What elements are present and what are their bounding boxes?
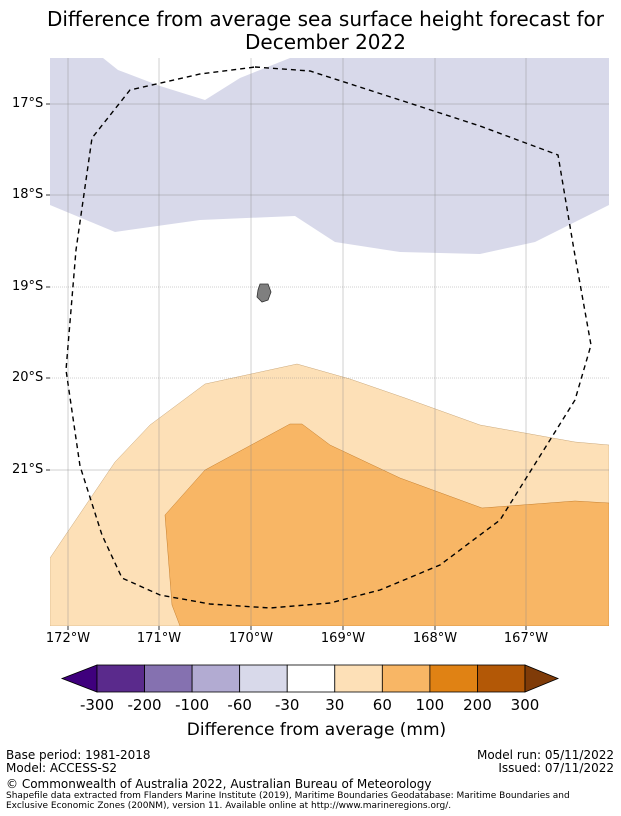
island-niue [256,283,272,303]
longitude-label-171w: 171°W [136,631,182,646]
colorbar-tick-label: -60 [227,696,252,714]
longitude-label-167w: 167°W [503,631,549,646]
base-period-text: Base period: 1981-2018 [6,748,151,762]
longitude-label-170w: 170°W [228,631,274,646]
map-frame-ticks [46,103,527,630]
map-title-line2: December 2022 [245,30,406,54]
model-run-text: Model run: 05/11/2022 [476,748,614,762]
source-text-line2: Exclusive Economic Zones (200NM), versio… [6,801,452,811]
colorbar-tick-label: 200 [463,696,492,714]
latitude-label-21s: 21°S [12,462,44,477]
colorbar-extend-max [524,664,560,693]
colorbar-tick-label: 100 [415,696,445,714]
colorbar-extend-min [60,664,98,693]
colorbar-segment [334,664,383,693]
source-text-line1: Shapefile data extracted from Flanders M… [6,791,570,801]
model-text: Model: ACCESS-S2 [6,761,118,775]
colorbar-tick-label: 60 [372,696,392,714]
map-title-line1: Difference from average sea surface heig… [46,7,605,31]
colorbar-segment [191,664,241,693]
colorbar [60,664,560,693]
negative-anomaly-region [50,58,609,254]
colorbar-segment [429,664,478,693]
latitude-label-17s: 17°S [12,96,44,111]
colorbar-tick-label: -300 [79,696,115,714]
positive-anomaly-region-60-100 [164,423,609,626]
colorbar-segment [239,664,288,693]
colorbar-tick-label: 300 [510,696,540,714]
colorbar-segment [381,664,431,693]
colorbar-tick-label: -200 [127,696,162,714]
eez-boundary [65,66,592,609]
colorbar-segment [96,664,145,693]
gridlines [50,58,609,626]
latitude-label-20s: 20°S [12,370,44,385]
colorbar-tick-label: -100 [175,696,210,714]
longitude-label-172w: 172°W [45,631,91,646]
issued-text: Issued: 07/11/2022 [498,761,614,775]
colorbar-tick-label: 30 [325,696,345,714]
longitude-label-169w: 169°W [320,631,366,646]
latitude-label-19s: 19°S [12,279,44,294]
colorbar-segment [286,664,336,693]
colorbar-tick-label: -30 [274,696,300,714]
colorbar-segment [144,664,193,693]
colorbar-segment [477,664,526,693]
copyright-text: © Commonwealth of Australia 2022, Austra… [6,777,432,791]
longitude-label-168w: 168°W [412,631,458,646]
colorbar-title: Difference from average (mm) [186,720,447,740]
latitude-label-18s: 18°S [12,187,44,202]
